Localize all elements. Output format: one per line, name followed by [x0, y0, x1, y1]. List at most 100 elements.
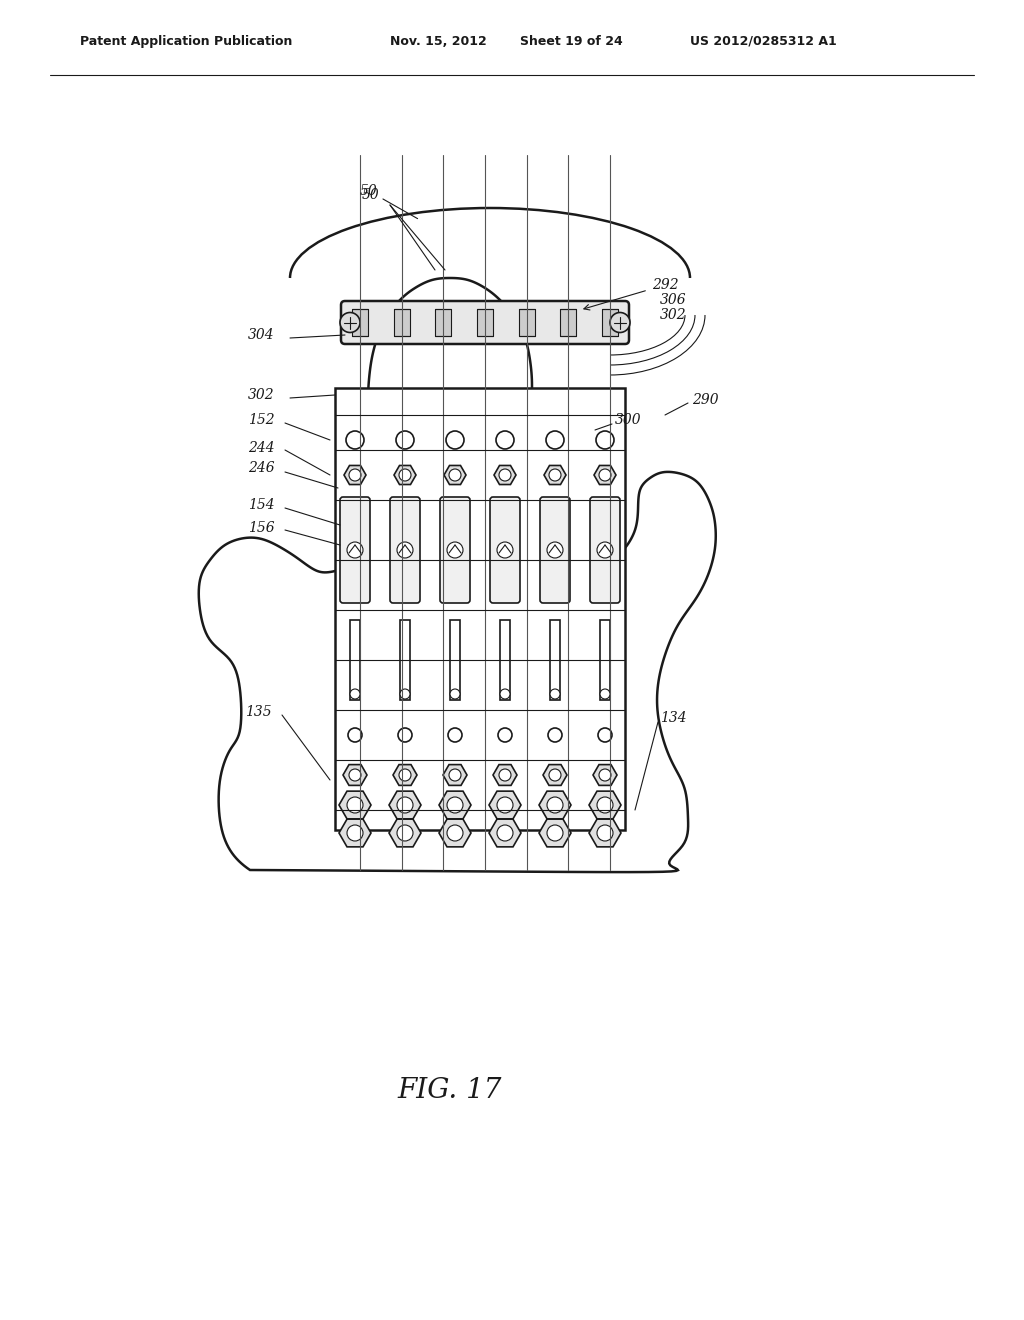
Polygon shape	[444, 466, 466, 484]
Circle shape	[398, 729, 412, 742]
Bar	[350, 620, 360, 700]
Polygon shape	[394, 466, 416, 484]
Polygon shape	[343, 764, 367, 785]
Circle shape	[399, 770, 411, 781]
Circle shape	[347, 543, 362, 558]
Circle shape	[349, 770, 361, 781]
Bar	[550, 620, 560, 700]
Circle shape	[497, 797, 513, 813]
Text: 244: 244	[248, 441, 274, 455]
Polygon shape	[539, 820, 571, 847]
Polygon shape	[489, 791, 521, 818]
Text: 154: 154	[248, 498, 274, 512]
Circle shape	[547, 825, 563, 841]
Circle shape	[597, 797, 613, 813]
Polygon shape	[494, 466, 516, 484]
Polygon shape	[344, 466, 366, 484]
Polygon shape	[339, 820, 371, 847]
Circle shape	[599, 469, 611, 480]
Circle shape	[498, 729, 512, 742]
Polygon shape	[539, 791, 571, 818]
Text: 50: 50	[360, 183, 418, 219]
Text: 304: 304	[248, 327, 274, 342]
Circle shape	[610, 313, 630, 333]
Circle shape	[546, 432, 564, 449]
Circle shape	[499, 770, 511, 781]
Text: Sheet 19 of 24: Sheet 19 of 24	[520, 36, 623, 48]
Circle shape	[497, 543, 513, 558]
Circle shape	[449, 729, 462, 742]
FancyBboxPatch shape	[440, 498, 470, 603]
Polygon shape	[339, 791, 371, 818]
Circle shape	[549, 469, 561, 480]
Polygon shape	[389, 820, 421, 847]
Polygon shape	[443, 764, 467, 785]
Text: Patent Application Publication: Patent Application Publication	[80, 36, 293, 48]
Polygon shape	[593, 764, 617, 785]
Text: 300: 300	[615, 413, 642, 426]
Text: US 2012/0285312 A1: US 2012/0285312 A1	[690, 36, 837, 48]
Text: 302: 302	[248, 388, 274, 403]
Circle shape	[550, 689, 560, 700]
Circle shape	[599, 770, 611, 781]
Polygon shape	[489, 820, 521, 847]
Bar	[500, 620, 510, 700]
Bar	[477, 309, 493, 337]
Circle shape	[500, 689, 510, 700]
Circle shape	[397, 825, 413, 841]
Bar	[335, 388, 625, 830]
Circle shape	[548, 729, 562, 742]
Bar	[393, 309, 410, 337]
FancyBboxPatch shape	[390, 498, 420, 603]
Bar	[450, 620, 460, 700]
Circle shape	[600, 689, 610, 700]
Circle shape	[497, 825, 513, 841]
Circle shape	[596, 432, 614, 449]
Circle shape	[496, 432, 514, 449]
Text: 135: 135	[245, 705, 271, 719]
Circle shape	[397, 543, 413, 558]
Polygon shape	[439, 820, 471, 847]
Circle shape	[399, 469, 411, 480]
Polygon shape	[393, 764, 417, 785]
Circle shape	[597, 543, 613, 558]
Text: 246: 246	[248, 461, 274, 475]
Polygon shape	[493, 764, 517, 785]
Text: 134: 134	[660, 711, 687, 725]
Circle shape	[447, 543, 463, 558]
Circle shape	[400, 689, 410, 700]
Text: 292: 292	[652, 279, 679, 292]
Text: 302: 302	[660, 308, 687, 322]
Circle shape	[347, 825, 362, 841]
FancyBboxPatch shape	[340, 498, 370, 603]
Polygon shape	[589, 820, 621, 847]
Circle shape	[446, 432, 464, 449]
Polygon shape	[594, 466, 616, 484]
Bar	[519, 309, 535, 337]
Polygon shape	[544, 466, 566, 484]
Polygon shape	[543, 764, 567, 785]
Circle shape	[499, 469, 511, 480]
Polygon shape	[589, 791, 621, 818]
Circle shape	[349, 469, 361, 480]
Polygon shape	[389, 791, 421, 818]
Bar	[600, 620, 610, 700]
Circle shape	[347, 797, 362, 813]
Bar	[560, 309, 577, 337]
Circle shape	[447, 825, 463, 841]
Circle shape	[396, 432, 414, 449]
Bar	[602, 309, 618, 337]
Text: 50: 50	[362, 187, 380, 202]
Circle shape	[348, 729, 362, 742]
Text: 152: 152	[248, 413, 274, 426]
Circle shape	[449, 770, 461, 781]
Polygon shape	[439, 791, 471, 818]
FancyBboxPatch shape	[490, 498, 520, 603]
Bar	[435, 309, 452, 337]
FancyBboxPatch shape	[590, 498, 620, 603]
Circle shape	[340, 313, 360, 333]
Circle shape	[597, 825, 613, 841]
Circle shape	[346, 432, 364, 449]
Polygon shape	[199, 279, 716, 873]
Circle shape	[547, 797, 563, 813]
